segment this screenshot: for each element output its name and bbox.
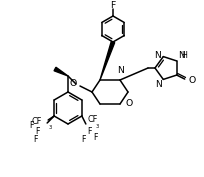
- Text: N: N: [155, 80, 162, 89]
- Text: CF: CF: [32, 116, 42, 125]
- Text: F: F: [94, 133, 98, 142]
- Polygon shape: [100, 41, 115, 80]
- Text: N: N: [118, 66, 124, 75]
- Polygon shape: [54, 67, 68, 76]
- Text: O: O: [125, 99, 132, 109]
- Text: F: F: [82, 135, 86, 144]
- Text: H: H: [182, 51, 188, 60]
- Text: 3: 3: [48, 125, 51, 130]
- Text: 3: 3: [96, 124, 99, 129]
- Text: F: F: [110, 1, 116, 10]
- Text: N: N: [155, 51, 161, 60]
- Text: CF: CF: [88, 116, 98, 124]
- Text: O: O: [189, 76, 196, 85]
- Text: F: F: [35, 127, 39, 136]
- Text: O: O: [70, 79, 77, 87]
- Text: N: N: [178, 51, 184, 60]
- Text: F: F: [29, 121, 33, 130]
- Text: F: F: [88, 127, 92, 136]
- Text: F: F: [33, 135, 37, 144]
